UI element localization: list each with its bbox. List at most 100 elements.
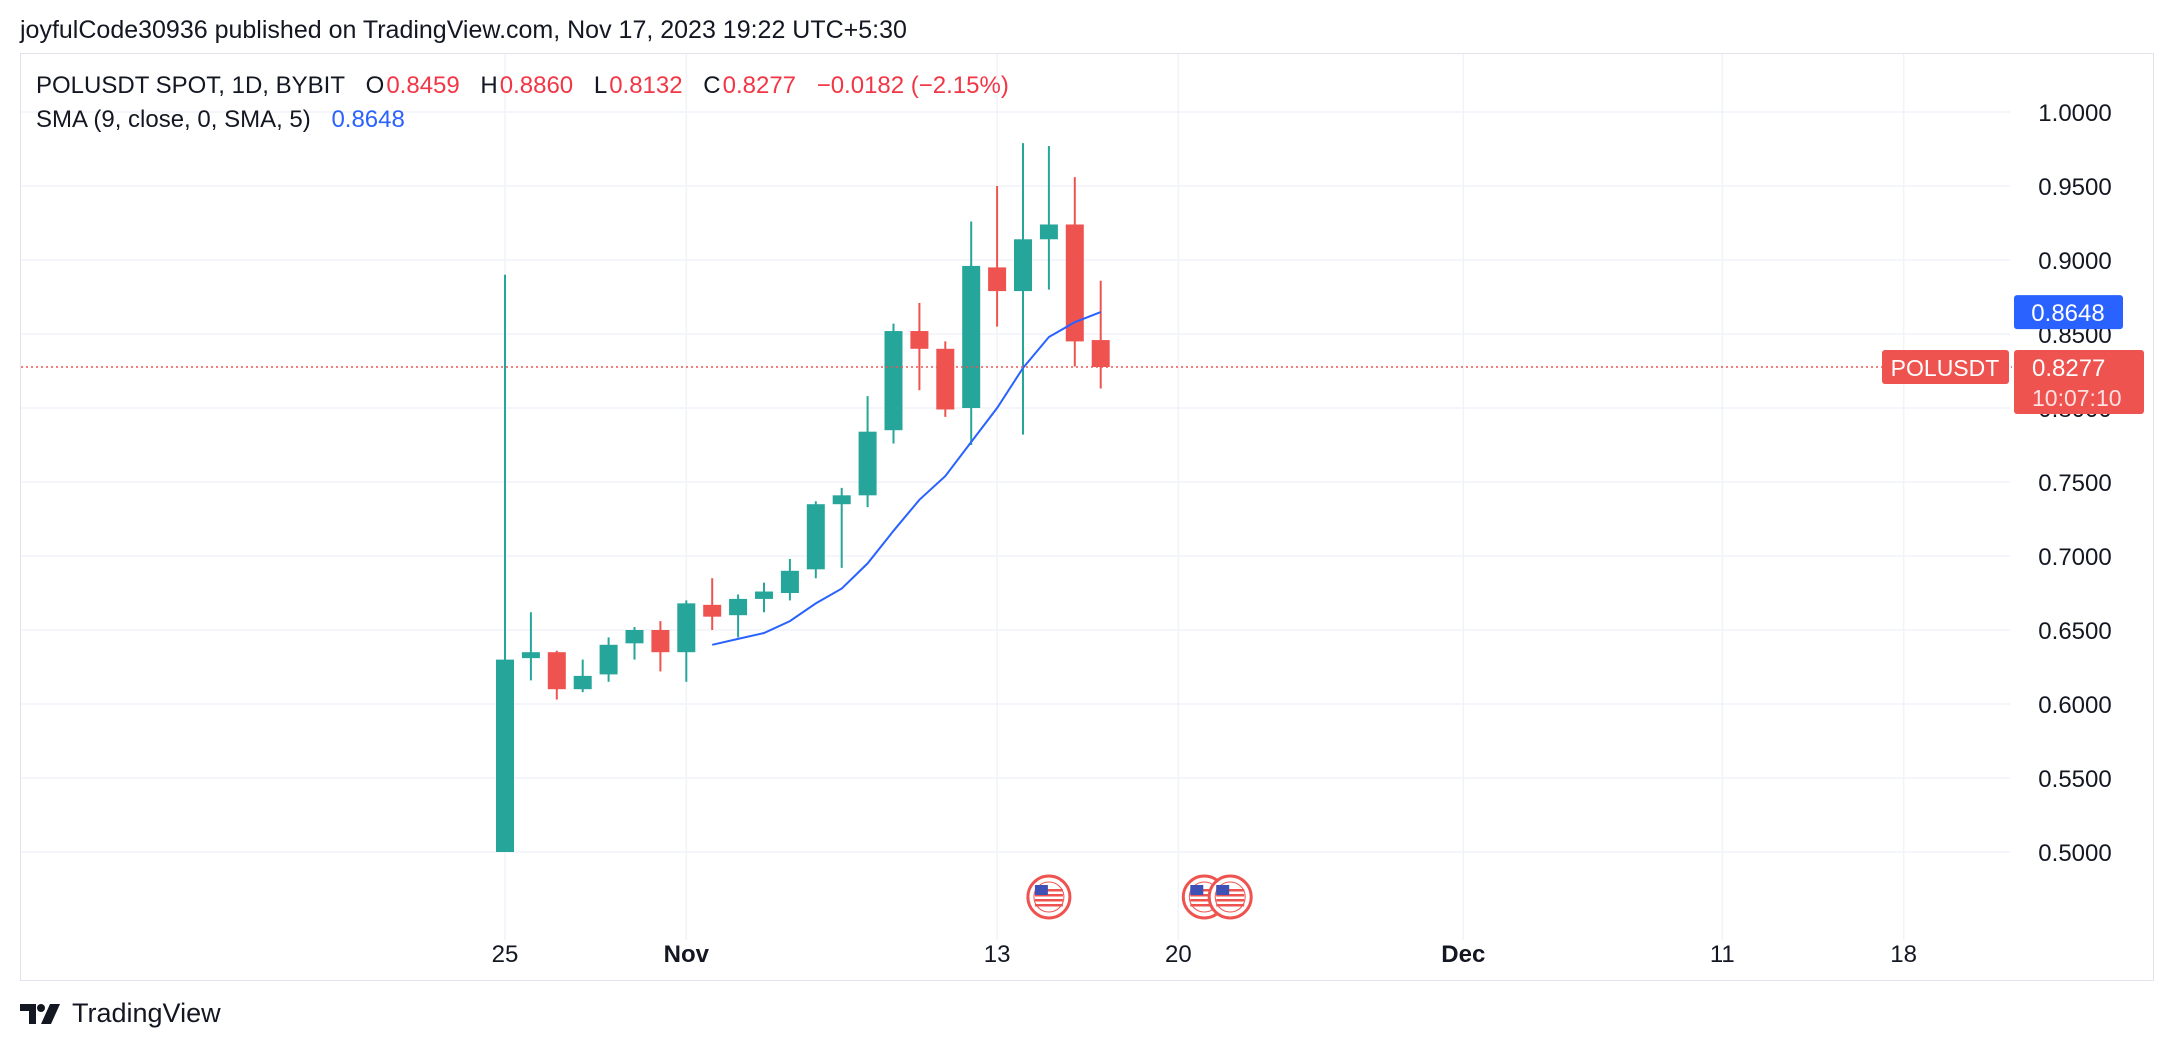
candle-body [625, 630, 644, 644]
sma-line [711, 311, 1102, 646]
sma-legend-value: 0.8648 [331, 106, 405, 133]
candle-body [884, 331, 903, 431]
candle-body [1091, 340, 1110, 368]
y-tick-label: 0.5000 [2038, 840, 2111, 867]
price-badges: 0.8648 POLUSDT 0.8277 10:07:10 [1882, 295, 2144, 415]
candle [573, 659, 592, 693]
candles [496, 143, 1110, 852]
low-value: 0.8132 [609, 72, 683, 99]
candle [858, 396, 877, 508]
close-value: 0.8277 [722, 72, 797, 99]
y-tick-label: 0.6500 [2038, 618, 2111, 645]
last-price-text: 0.8277 [2032, 355, 2105, 382]
candle-body [1039, 224, 1058, 240]
candle-body [703, 604, 722, 617]
candle [677, 600, 696, 682]
candle [755, 582, 773, 613]
x-tick-label: 20 [1165, 941, 1192, 968]
x-tick-label: 25 [492, 941, 519, 968]
x-tick-label: 13 [984, 941, 1011, 968]
candle-body [806, 504, 825, 570]
y-tick-label: 0.9000 [2038, 248, 2111, 275]
open-value: 0.8459 [386, 72, 460, 99]
candle [1065, 177, 1084, 367]
candle [729, 594, 748, 638]
high-value: 0.8860 [499, 72, 574, 99]
low-label: L [593, 72, 608, 99]
candle [832, 487, 851, 568]
candle [780, 558, 799, 601]
candle-body [1065, 224, 1084, 342]
symbol-badge [1882, 350, 2009, 385]
y-tick-label: 0.7500 [2038, 470, 2111, 497]
candle [547, 650, 566, 700]
high-label: H [480, 72, 498, 99]
price-axis: 0.50000.55000.60000.65000.70000.75000.80… [2038, 100, 2111, 867]
candle-body [729, 598, 748, 616]
sma-legend: SMA (9, close, 0, SMA, 5) 0.8648 [36, 106, 407, 134]
candle-body [651, 630, 670, 653]
grid-lines [21, 54, 2010, 940]
candle-body [1014, 239, 1032, 292]
candle-body [858, 431, 877, 496]
candle [910, 302, 929, 391]
open-label: O [365, 72, 385, 99]
candle [496, 274, 514, 852]
countdown-text: 10:07:10 [2032, 385, 2122, 411]
x-tick-label: 18 [1890, 941, 1917, 968]
change-value: −0.0182 (−2.15%) [816, 72, 1009, 99]
us-flag-icon[interactable] [1207, 874, 1253, 920]
candle [1039, 146, 1058, 290]
events-layer [1026, 874, 1253, 920]
sma-price-badge [2014, 295, 2123, 330]
candle [521, 612, 540, 681]
candle [599, 637, 618, 682]
close-label: C [703, 72, 721, 99]
candle-body [547, 652, 566, 690]
y-tick-label: 0.7000 [2038, 544, 2111, 571]
y-tick-label: 0.5500 [2038, 766, 2111, 793]
time-axis: 25 Nov 13 20 Dec 11 18 [492, 941, 1917, 968]
sma-label[interactable]: SMA (9, close, 0, SMA, 5) [36, 106, 311, 133]
candle [962, 221, 981, 445]
candle [1091, 280, 1110, 389]
candle-body [780, 570, 799, 593]
candle-body [910, 331, 929, 349]
y-tick-label: 1.0000 [2038, 100, 2111, 127]
ohlc-legend: POLUSDT SPOT, 1D, BYBIT O0.8459 H0.8860 … [36, 72, 1011, 100]
sma-price-text: 0.8648 [2031, 300, 2104, 327]
candle-body [573, 675, 592, 690]
symbol-badge-text: POLUSDT [1891, 355, 2000, 381]
candle-body [988, 267, 1007, 292]
last-price-badge [2014, 350, 2144, 415]
footer: TradingView [20, 998, 221, 1029]
us-flag-icon[interactable] [1026, 874, 1072, 920]
candle-body [962, 265, 981, 408]
tradingview-logo-icon [20, 1003, 60, 1024]
x-tick-label: 11 [1710, 941, 1735, 968]
x-tick-label: Nov [664, 941, 710, 968]
candle [625, 627, 644, 660]
y-tick-label: 0.6000 [2038, 692, 2111, 719]
candle [1014, 143, 1032, 435]
candle-body [755, 591, 773, 599]
chart-frame [20, 53, 2154, 981]
candle-body [496, 659, 514, 852]
candle [936, 341, 955, 417]
candle [703, 578, 722, 630]
publish-header: joyfulCode30936 published on TradingView… [20, 16, 907, 44]
candle [651, 621, 670, 672]
candle-body [521, 652, 540, 659]
candle [806, 501, 825, 579]
candle-body [677, 603, 696, 653]
candle [884, 323, 903, 444]
symbol-label[interactable]: POLUSDT SPOT, 1D, BYBIT [36, 72, 345, 99]
candle-body [599, 644, 618, 675]
candle-body [832, 495, 851, 505]
footer-brand: TradingView [72, 998, 221, 1028]
sma-layer [711, 311, 1102, 646]
candle [988, 186, 1007, 327]
candle-body [936, 348, 955, 410]
x-tick-label: Dec [1441, 941, 1485, 968]
